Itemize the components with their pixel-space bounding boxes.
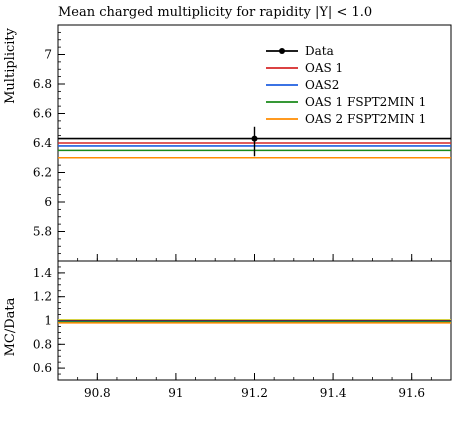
main-y-axis: 5.8 6 6.2 6.4 6.6 6.8 7 [33, 31, 65, 255]
ratio-series-lines [58, 320, 451, 324]
x-tick-label: 91.2 [241, 386, 268, 400]
main-plot-panel: 5.8 6 6.2 6.4 6.6 6.8 7 Data OAS 1 OAS2 OAS 1 FSP… [3, 24, 452, 262]
ratio-plot-panel: 0.6 0.8 1 1.2 1.4 MC/Data [3, 260, 452, 381]
data-points [251, 126, 258, 157]
ratio-y-axis: 0.6 0.8 1 1.2 1.4 [33, 266, 65, 375]
main-y-tick-label: 6.2 [33, 166, 52, 180]
legend: Data OAS 1 OAS2 OAS 1 FSPT2MIN 1 OAS 2 FSPT2… [266, 44, 426, 126]
main-y-tick-label: 6.6 [33, 107, 52, 121]
x-tick-label: 90.8 [84, 386, 111, 400]
ratio-y-tick-label: 1.2 [33, 290, 52, 304]
data-point [251, 135, 258, 142]
main-y-tick-label: 7 [44, 48, 52, 62]
main-y-tick-label: 6.8 [33, 77, 52, 91]
x-tick-label: 91.6 [398, 386, 425, 400]
legend-label: Data [305, 44, 334, 58]
ratio-y-axis-title: MC/Data [3, 297, 18, 356]
ratio-y-tick-label: 0.8 [33, 337, 52, 351]
legend-marker [279, 48, 285, 54]
ratio-y-tick-label: 1.4 [33, 266, 52, 280]
legend-label: OAS2 [305, 78, 339, 92]
ratio-y-tick-label: 1 [44, 314, 52, 328]
main-y-axis-title: Multiplicity [3, 27, 18, 104]
main-y-tick-label: 6.4 [33, 136, 52, 150]
legend-label: OAS 2 FSPT2MIN 1 [305, 112, 426, 126]
legend-label: OAS 1 [305, 61, 343, 75]
main-y-tick-label: 6 [44, 195, 52, 209]
legend-label: OAS 1 FSPT2MIN 1 [305, 95, 426, 109]
x-tick-label: 91.4 [320, 386, 347, 400]
main-y-tick-label: 5.8 [33, 225, 52, 239]
ratio-y-tick-label: 0.6 [33, 361, 52, 375]
x-tick-label: 91 [168, 386, 183, 400]
x-axis: 90.8 91 91.2 91.4 91.6 [77, 254, 432, 400]
chart-title: Mean charged multiplicity for rapidity |… [58, 5, 372, 20]
